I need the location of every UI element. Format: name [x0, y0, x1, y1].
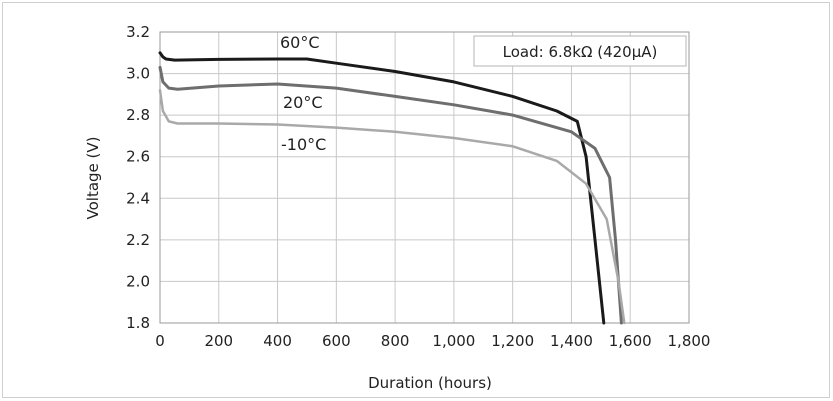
x-tick-label: 600 [322, 332, 351, 350]
x-tick-label: 1,200 [491, 332, 534, 350]
series-label-20c: 20°C [283, 93, 323, 112]
x-tick-label: 0 [155, 332, 165, 350]
y-tick-label: 2.2 [126, 231, 150, 249]
series-line-2 [158, 88, 626, 325]
x-tick-label: 400 [263, 332, 292, 350]
tick-labels: 0 200 400 600 800 1,000 1,200 1,400 1,600 1,800 1.… [126, 23, 710, 350]
y-tick-label: 2.4 [126, 189, 150, 207]
series-line-1 [158, 65, 623, 325]
y-tick-label: 1.8 [126, 314, 150, 332]
x-tick-label: 800 [381, 332, 410, 350]
y-tick-label: 2.0 [126, 272, 150, 290]
series-label-60c: 60°C [280, 33, 320, 52]
y-tick-label: 3.0 [126, 65, 150, 83]
x-tick-label: 1,600 [609, 332, 652, 350]
x-tick-label: 1,000 [432, 332, 475, 350]
series-label-minus10c: -10°C [281, 135, 326, 154]
load-annotation: Load: 6.8kΩ (420µA) [503, 43, 658, 61]
series-lines [158, 51, 626, 325]
y-tick-label: 3.2 [126, 23, 150, 41]
annotation-box: Load: 6.8kΩ (420µA) [473, 35, 687, 67]
y-axis-title: Voltage (V) [84, 137, 102, 220]
y-tick-label: 2.8 [126, 106, 150, 124]
x-tick-label: 1,800 [668, 332, 711, 350]
x-tick-label: 1,400 [550, 332, 593, 350]
x-axis-title: Duration (hours) [368, 374, 492, 392]
x-tick-label: 200 [204, 332, 233, 350]
y-tick-label: 2.6 [126, 148, 150, 166]
plot-area [159, 31, 690, 324]
